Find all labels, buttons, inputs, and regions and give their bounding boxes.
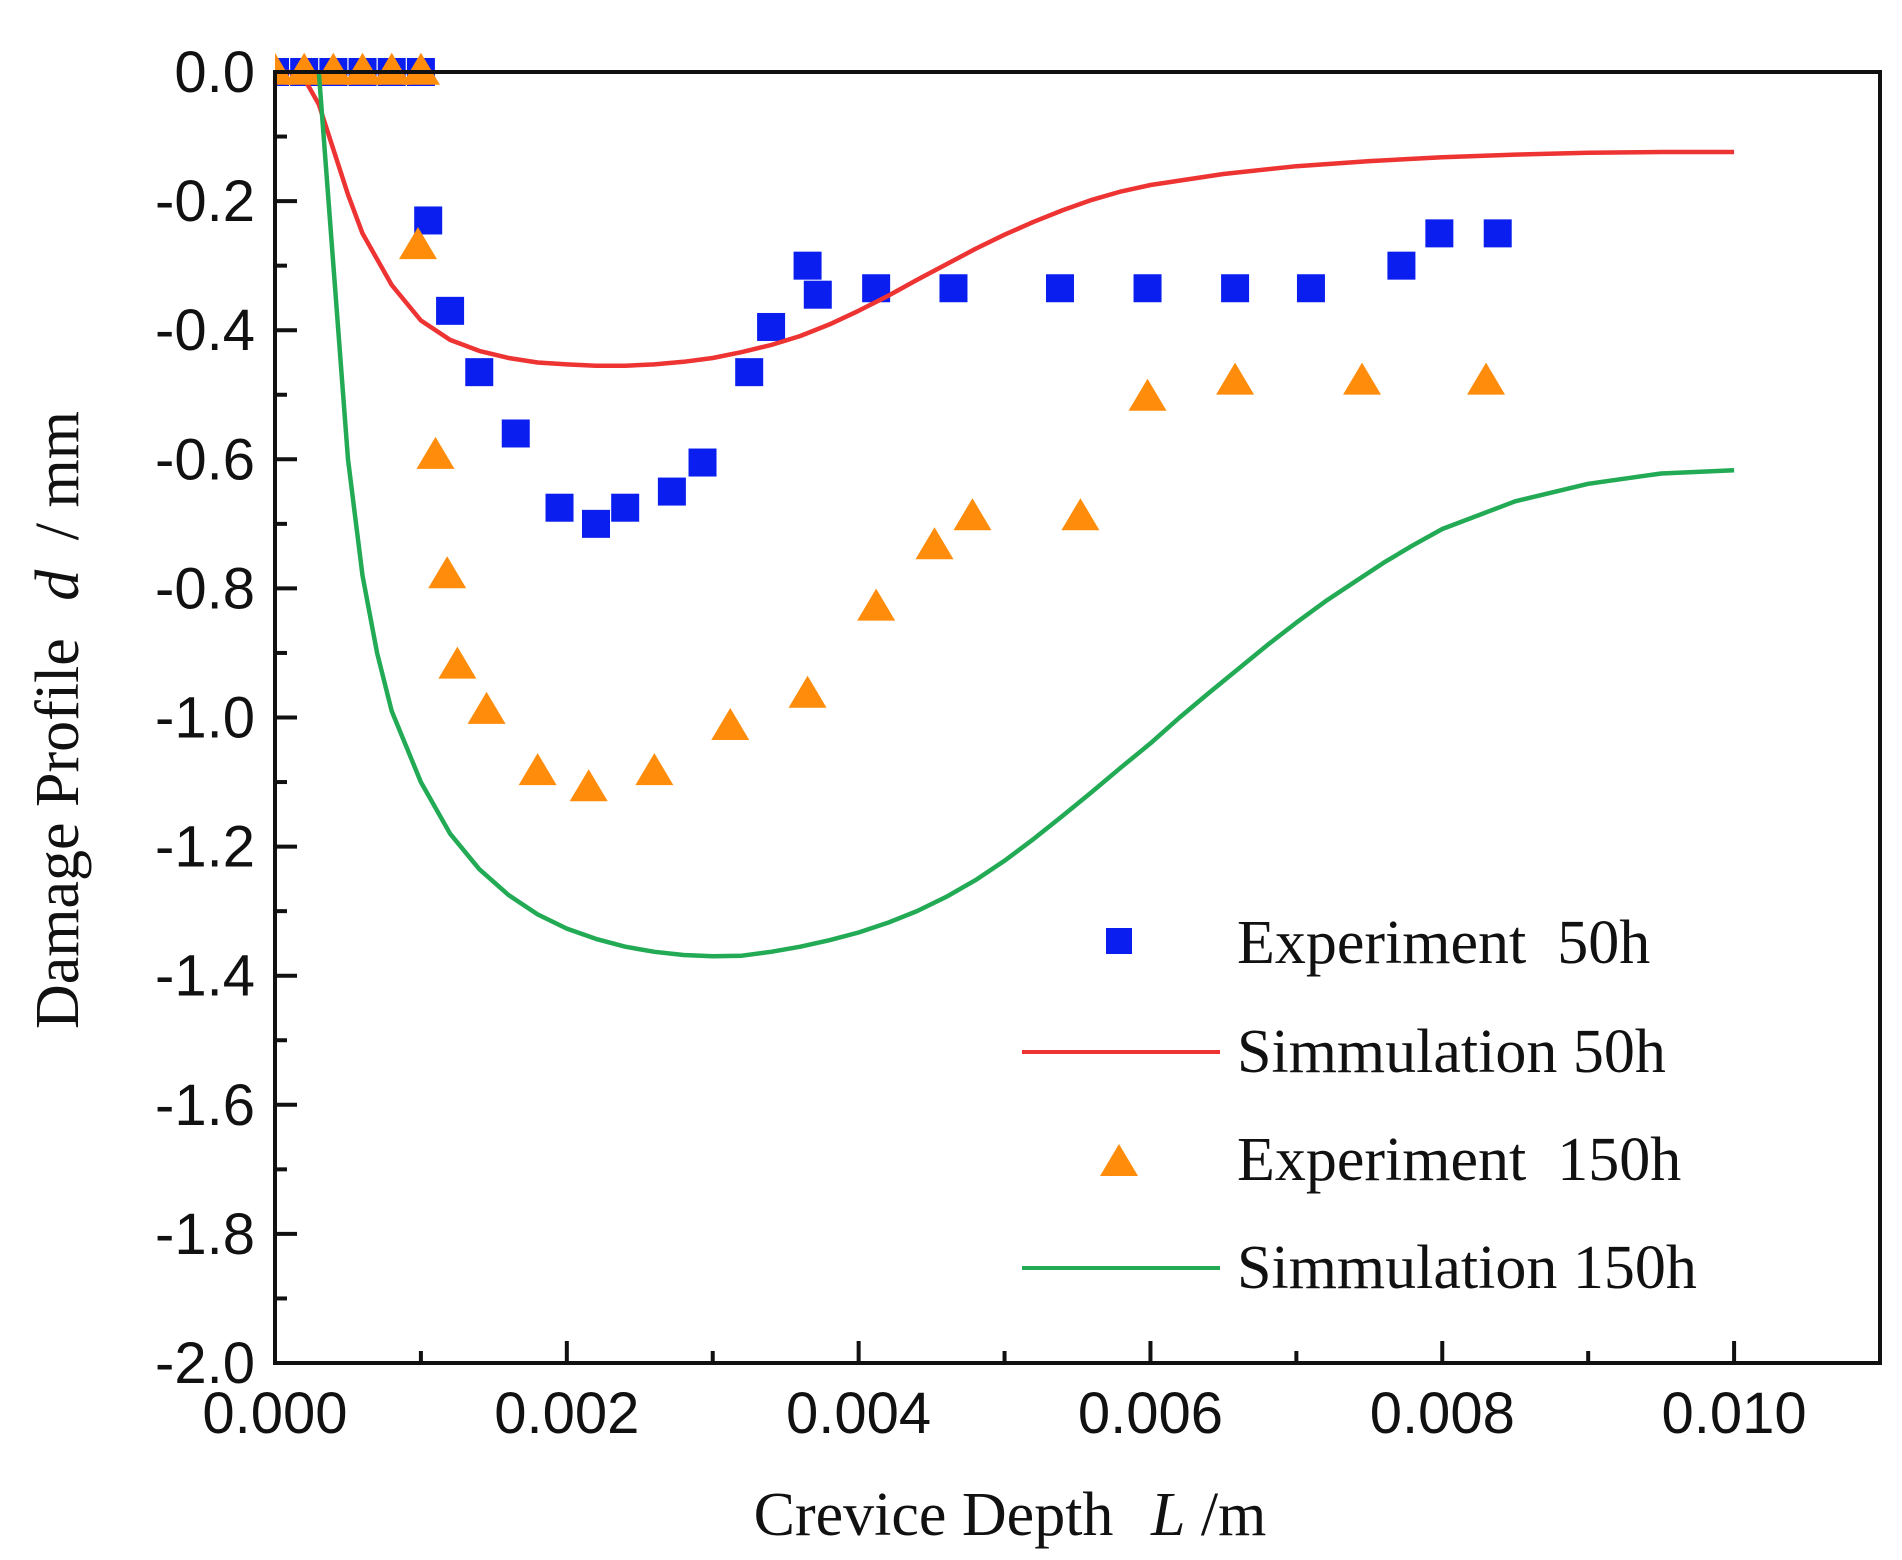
data-point-square	[939, 274, 968, 303]
x-tick-label: 0.000	[202, 1381, 347, 1446]
data-point-square	[1425, 219, 1454, 248]
y-tick-label: -1.2	[155, 815, 255, 880]
x-tick-label: 0.002	[494, 1381, 639, 1446]
data-point-triangle	[953, 498, 992, 531]
y-tick-label: -0.8	[155, 556, 255, 621]
data-point-triangle	[915, 527, 954, 560]
legend-label-simulation-150h: Simmulation 150h	[1237, 1234, 1697, 1302]
y-tick-label: -1.0	[155, 686, 255, 751]
data-point-triangle	[416, 436, 455, 469]
data-point-triangle	[1467, 362, 1506, 395]
data-point-square	[582, 509, 610, 538]
x-axis-title-variable: L	[1150, 1481, 1185, 1549]
series-line	[316, 71, 1735, 959]
data-point-triangle	[438, 646, 477, 679]
data-point-triangle	[398, 227, 437, 260]
data-point-triangle	[275, 52, 294, 85]
y-axis-title-variable: d	[24, 569, 92, 601]
series-line	[275, 69, 1735, 368]
x-axis-title-prefix: Crevice Depth	[754, 1481, 1114, 1549]
data-point-square	[793, 251, 822, 280]
legend-marker-square	[1106, 928, 1132, 954]
data-point-square	[803, 280, 832, 309]
data-point-square	[465, 358, 494, 387]
data-point-triangle	[635, 753, 674, 786]
x-tick-label: 0.006	[1078, 1381, 1223, 1446]
data-point-triangle	[518, 753, 557, 786]
data-point-triangle	[428, 556, 467, 589]
data-point-square	[611, 493, 640, 522]
series-3	[316, 71, 1735, 959]
y-tick-label: -1.8	[155, 1202, 255, 1267]
data-point-triangle	[1061, 498, 1100, 531]
data-point-square	[757, 312, 786, 341]
data-point-triangle	[857, 588, 896, 621]
legend-marker-triangle	[1100, 1144, 1138, 1176]
x-tick-label: 0.010	[1662, 1381, 1807, 1446]
y-tick-label: -2.0	[155, 1331, 255, 1396]
data-point-square	[657, 477, 686, 506]
data-point-square	[735, 358, 764, 387]
y-axis-title: Damage Profile d / mm	[24, 411, 92, 1029]
y-tick-label: -0.6	[155, 427, 255, 492]
data-point-square	[1387, 251, 1416, 280]
data-point-square	[1296, 274, 1325, 303]
series-2	[275, 52, 1506, 802]
data-point-triangle	[343, 52, 382, 85]
x-tick-label: 0.004	[786, 1381, 931, 1446]
x-axis-title-unit: /m	[1201, 1481, 1266, 1549]
y-axis-title-prefix: Damage Profile	[24, 638, 92, 1029]
data-point-triangle	[314, 52, 353, 85]
data-point-square	[688, 448, 717, 477]
data-point-square	[1133, 274, 1162, 303]
legend-label-simulation-50h: Simmulation 50h	[1237, 1018, 1666, 1086]
data-point-square	[1045, 274, 1074, 303]
data-point-triangle	[1216, 362, 1255, 395]
series-1	[275, 69, 1735, 368]
series-layer	[275, 52, 1735, 959]
y-tick-label: -1.6	[155, 1073, 255, 1138]
legend-label-experiment-150h: Experiment 150h	[1237, 1126, 1681, 1194]
data-point-triangle	[1128, 378, 1167, 411]
data-point-triangle	[372, 52, 411, 85]
x-axis-title: Crevice Depth L /m	[754, 1481, 1267, 1549]
data-point-triangle	[788, 675, 827, 708]
y-tick-label: -1.4	[155, 944, 255, 1009]
y-tick-label: -0.2	[155, 169, 255, 234]
data-point-square	[1221, 274, 1250, 303]
data-point-square	[436, 296, 465, 325]
y-axis-title-unit: / mm	[24, 411, 92, 540]
data-point-triangle	[1343, 362, 1382, 395]
ticks-layer: 0.0 -0.2 -0.4 -0.6 -0.8 -1.0 -1.2 -1.4 -1.6 -1.8 -…	[155, 40, 1807, 1446]
y-tick-label: 0.0	[174, 40, 255, 105]
data-point-square	[545, 493, 574, 522]
data-point-triangle	[569, 769, 608, 802]
data-point-square	[501, 419, 530, 448]
legend-label-experiment-50h: Experiment 50h	[1237, 909, 1650, 977]
data-point-triangle	[285, 52, 324, 85]
data-point-square	[1483, 219, 1512, 248]
y-tick-label: -0.4	[155, 298, 255, 363]
x-tick-label: 0.008	[1370, 1381, 1515, 1446]
data-point-triangle	[711, 707, 750, 740]
data-point-triangle	[401, 52, 440, 85]
legend: Experiment 50h Simmulation 50h Experimen…	[1022, 909, 1697, 1302]
data-point-triangle	[467, 691, 506, 724]
